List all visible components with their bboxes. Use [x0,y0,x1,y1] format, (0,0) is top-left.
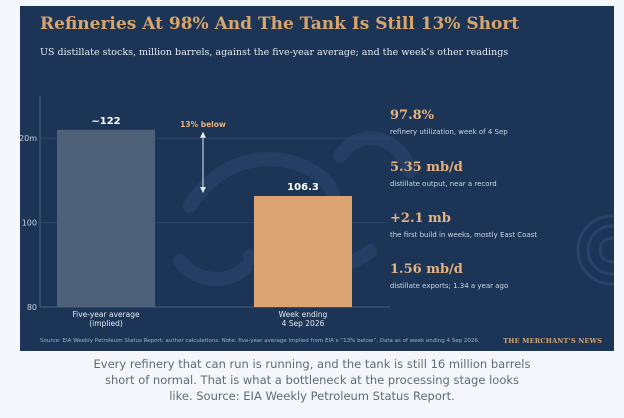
chart-title: Refineries At 98% And The Tank Is Still … [40,14,520,34]
annotation-label: 13% below [180,120,226,129]
x-tick-label: Five-year average [72,310,140,319]
chart-subtitle: US distillate stocks, million barrels, a… [40,47,509,58]
figure-caption: Every refinery that can run is running, … [93,357,531,403]
x-tick-label: Week ending [279,310,328,319]
reading-distillate-output: 5.35 mb/d distillate output, near a reco… [390,160,497,188]
reading-refinery-utilization: 97.8% refinery utilization, week of 4 Se… [390,108,508,136]
reading-value: 5.35 mb/d [390,160,463,175]
reading-value: 1.56 mb/d [390,262,463,277]
source-note: Source: EIA Weekly Petroleum Status Repo… [40,338,480,344]
arrow-head-down [200,187,206,194]
bar-chart: 80 100 120m ~122 Five-year average(implied) 1… [20,96,614,328]
reading-label: distillate output, near a record [390,180,497,188]
publication-brand: THE MERCHANT’S NEWS [503,337,602,345]
y-tick-label: 120m [20,134,37,143]
data-label: 106.3 [287,182,319,193]
seal-watermark [576,214,614,286]
reading-label: refinery utilization, week of 4 Sep [390,128,508,136]
reading-stock-build: +2.1 mb the first build in weeks, mostly… [390,211,537,239]
reading-distillate-exports: 1.56 mb/d distillate exports; 1.34 a yea… [390,262,508,290]
x-tick-label: 4 Sep 2026 [282,319,325,328]
chart-card: Refineries At 98% And The Tank Is Still … [20,6,614,351]
bar [57,129,155,307]
bar [254,196,352,307]
y-tick-label: 100 [22,219,37,228]
x-tick-label: (implied) [89,319,123,328]
reading-value: +2.1 mb [390,211,451,226]
data-label: ~122 [91,116,120,127]
arrow-head-up [200,131,206,138]
reading-label: distillate exports; 1.34 a year ago [390,282,509,290]
reading-label: the first build in weeks, mostly East Co… [390,231,538,239]
reading-value: 97.8% [390,108,435,123]
y-tick-label: 80 [27,303,37,312]
